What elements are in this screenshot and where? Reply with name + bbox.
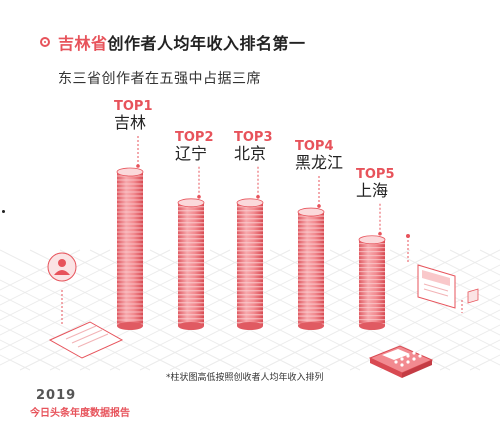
- leader-dot: [136, 164, 140, 168]
- bar-base: [298, 322, 324, 330]
- bar-body: [237, 202, 263, 326]
- title-highlight: 吉林省: [58, 34, 108, 53]
- grid-line: [359, 249, 500, 321]
- user-icon: [47, 252, 77, 325]
- grid-line: [319, 279, 500, 371]
- grid-line: [379, 309, 500, 371]
- bar-body: [178, 202, 204, 326]
- footer-report: 今日头条年度数据报告: [30, 408, 130, 419]
- bar-body: [117, 172, 143, 326]
- grid-line: [439, 339, 500, 371]
- page-title: 吉林省创作者人均年收入排名第一: [58, 30, 306, 54]
- bar-body: [359, 239, 385, 326]
- document-icon: [48, 321, 124, 359]
- chart-note: *柱状图高低按照创收者人均年收入排列: [166, 371, 324, 383]
- side-dot: [2, 210, 5, 213]
- title-bullet-icon: [40, 37, 50, 47]
- bar-top: [116, 167, 144, 177]
- bar-base: [117, 322, 143, 330]
- bar-base: [237, 322, 263, 330]
- grid-line: [0, 324, 91, 371]
- page-subtitle: 东三省创作者在五强中占据三席: [58, 71, 261, 87]
- grid-line: [0, 339, 61, 371]
- title-row: 吉林省创作者人均年收入排名第一: [40, 30, 306, 54]
- grid-line: [449, 249, 500, 276]
- rank-label: TOP4: [295, 139, 334, 154]
- rank-label: TOP3: [234, 130, 273, 145]
- bar-top: [358, 235, 386, 245]
- grid-line: [0, 279, 181, 371]
- category-label: 辽宁: [175, 144, 207, 163]
- grid-line: [0, 264, 211, 371]
- category-label: 吉林: [114, 113, 146, 132]
- bar-body: [298, 212, 324, 326]
- category-label: 黑龙江: [295, 153, 343, 172]
- rank-label: TOP1: [114, 99, 153, 114]
- grid-line: [409, 324, 500, 371]
- bar-top: [177, 198, 205, 208]
- leader-dot: [378, 231, 382, 236]
- grid-line: [229, 249, 471, 371]
- leader-dot: [197, 195, 201, 199]
- leader-dot: [256, 195, 260, 199]
- leader-dot: [317, 204, 321, 208]
- calculator-icon: [368, 345, 434, 378]
- bar-top: [236, 198, 264, 208]
- grid-line: [479, 249, 500, 261]
- rank-label: TOP5: [356, 167, 395, 182]
- footer-year: 2019: [36, 388, 77, 403]
- chart-card-icon: [461, 288, 479, 313]
- grid-line: [299, 249, 500, 351]
- newspaper-icon: [406, 234, 456, 309]
- bar-base: [359, 322, 385, 330]
- grid-line: [0, 294, 151, 371]
- bar-top: [297, 207, 325, 217]
- bar-base: [178, 322, 204, 330]
- grid-line: [419, 249, 500, 291]
- rank-label: TOP2: [175, 130, 214, 145]
- title-rest: 创作者人均年收入排名第一: [107, 34, 306, 53]
- category-label: 上海: [356, 181, 388, 200]
- category-label: 北京: [234, 144, 266, 163]
